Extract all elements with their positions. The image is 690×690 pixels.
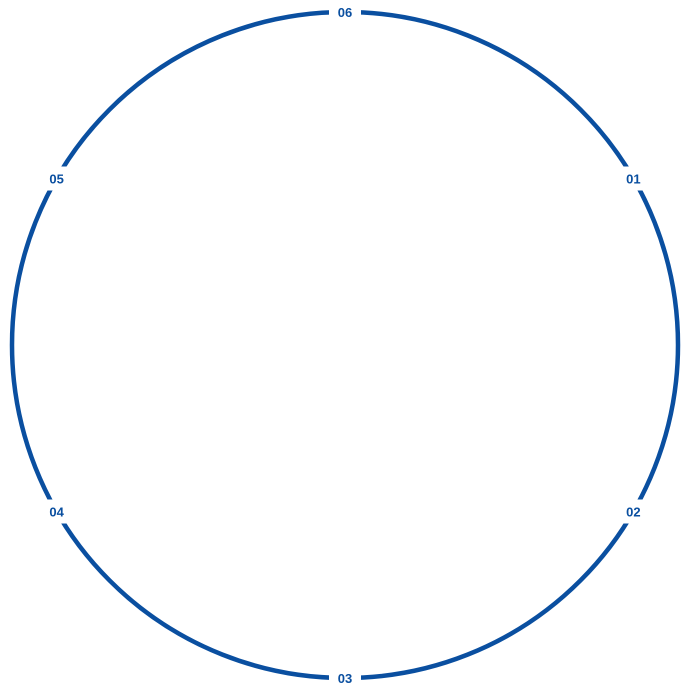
label-gap [617,499,650,524]
label-gap [329,0,361,24]
step-label-04: 04 [49,505,64,520]
step-label-02: 02 [626,505,640,520]
label-gap [40,499,73,524]
label-gap [329,666,361,690]
step-label-06: 06 [338,5,352,20]
cycle-ring [9,9,681,681]
label-gap [40,166,73,191]
step-label-05: 05 [49,172,63,187]
label-gap [617,166,650,191]
step-label-03: 03 [338,671,352,686]
step-label-01: 01 [626,172,640,187]
